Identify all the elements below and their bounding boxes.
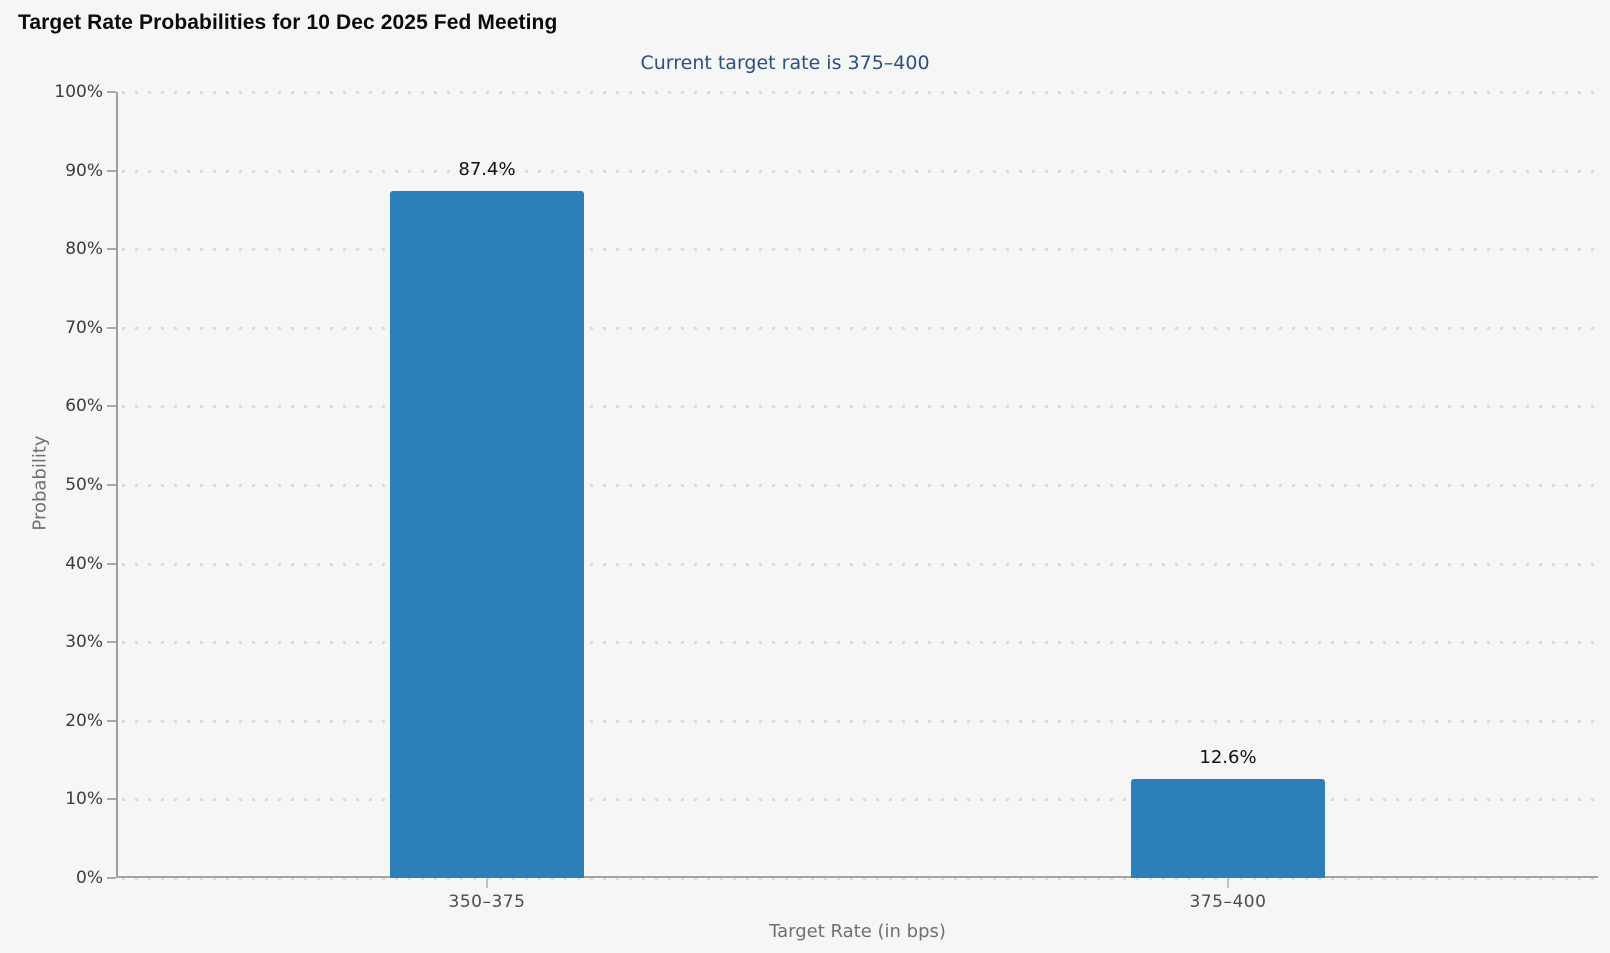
x-tick-label: 375–400 xyxy=(1189,892,1267,912)
y-tick-label: 60% xyxy=(65,396,103,416)
y-tick-mark xyxy=(107,484,116,486)
plot-area: 0% 10% 20% 30% 40% 50% 60% 70% 80% 90% 100% 87.4% 35… xyxy=(54,82,1598,912)
y-tick-mark xyxy=(107,327,116,329)
gridline xyxy=(122,877,1596,880)
x-tick-mark xyxy=(1227,879,1229,888)
gridline xyxy=(122,798,1596,801)
y-tick-mark xyxy=(107,720,116,722)
bar-value-label: 87.4% xyxy=(458,159,516,180)
y-axis-line xyxy=(116,92,118,878)
gridline xyxy=(122,91,1596,94)
bar-350-375 xyxy=(390,191,584,878)
y-tick-label: 100% xyxy=(54,82,103,102)
gridline xyxy=(122,563,1596,566)
gridline xyxy=(122,641,1596,644)
y-tick-mark xyxy=(107,405,116,407)
y-tick-label: 30% xyxy=(65,632,103,652)
chart-title: Target Rate Probabilities for 10 Dec 202… xyxy=(18,11,558,34)
y-tick-mark xyxy=(107,641,116,643)
x-axis-line xyxy=(116,876,1598,878)
y-tick-mark xyxy=(107,91,116,93)
y-tick-label: 50% xyxy=(65,475,103,495)
gridline xyxy=(122,248,1596,251)
x-tick-label: 350–375 xyxy=(448,892,526,912)
bar-value-label: 12.6% xyxy=(1199,747,1257,768)
x-axis-title: Target Rate (in bps) xyxy=(769,921,946,942)
y-tick-mark xyxy=(107,563,116,565)
bar-375-400 xyxy=(1131,779,1325,878)
y-tick-label: 70% xyxy=(65,318,103,338)
y-tick-label: 0% xyxy=(76,868,103,888)
gridline xyxy=(122,484,1596,487)
gridline xyxy=(122,327,1596,330)
y-tick-mark xyxy=(107,248,116,250)
gridline xyxy=(122,170,1596,173)
gridline xyxy=(122,405,1596,408)
y-tick-label: 10% xyxy=(65,789,103,809)
y-tick-mark xyxy=(107,798,116,800)
y-tick-label: 90% xyxy=(65,161,103,181)
y-tick-label: 20% xyxy=(65,711,103,731)
chart-subtitle: Current target rate is 375–400 xyxy=(640,52,930,74)
x-tick-mark xyxy=(486,879,488,888)
y-tick-mark xyxy=(107,877,116,879)
y-axis-title: Probability xyxy=(29,435,51,531)
y-tick-mark xyxy=(107,170,116,172)
y-tick-label: 40% xyxy=(65,554,103,574)
y-tick-label: 80% xyxy=(65,239,103,259)
gridline xyxy=(122,720,1596,723)
